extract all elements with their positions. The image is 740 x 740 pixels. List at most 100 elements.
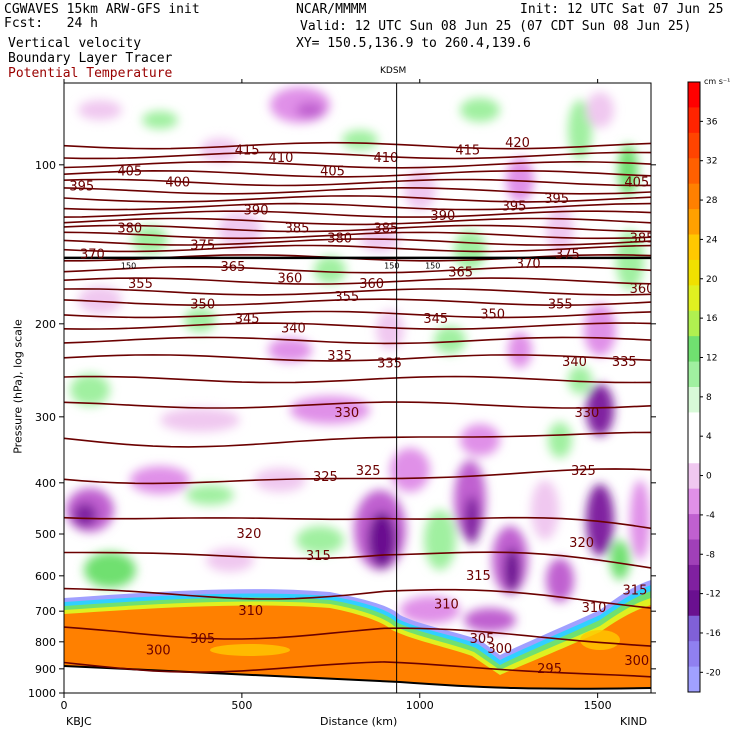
theta-contour: [64, 277, 651, 285]
theta-contour: [64, 661, 651, 678]
theta-contour: [64, 322, 651, 330]
forecast-label: Fcst: 24 h: [4, 17, 98, 31]
left-station-label: KBJC: [66, 715, 92, 728]
theta-label: 400: [165, 175, 190, 190]
theta-contour: [64, 224, 651, 233]
theta-label: 325: [313, 470, 338, 485]
theta-label: 385: [374, 222, 399, 237]
theta-label: 330: [334, 406, 359, 421]
theta-label: 345: [235, 312, 260, 327]
x-tick-label: 1500: [584, 699, 612, 712]
colorbar-swatch: [688, 564, 700, 591]
theta-label: 360: [359, 277, 384, 292]
theta-label: 355: [128, 277, 153, 292]
theta-label: 315: [466, 569, 491, 584]
theta-contour: [64, 160, 651, 169]
theta-label: 325: [571, 464, 596, 479]
theta-label: 385: [630, 232, 655, 247]
colorbar-swatch: [688, 82, 700, 108]
colorbar-tick-label: 16: [706, 314, 718, 324]
y-tick-label: 300: [35, 411, 56, 424]
theta-label: 350: [480, 307, 505, 322]
theta-label: 300: [487, 642, 512, 657]
theta-label: 305: [190, 632, 215, 647]
theta-label: 405: [624, 175, 649, 190]
y-tick-label: 900: [35, 663, 56, 676]
theta-contour: [64, 266, 651, 274]
colorbar-swatch: [688, 437, 700, 464]
theta-contour: [64, 310, 651, 319]
colorbar-swatch: [688, 539, 700, 566]
x-tick-label: 0: [61, 699, 68, 712]
theta-contour: [64, 298, 651, 307]
colorbar-tick-label: 36: [706, 117, 718, 127]
cross-section-xy: XY= 150.5,136.9 to 260.4,139.6: [296, 36, 531, 51]
theta-label: 340: [281, 321, 306, 336]
fcst-label: Fcst:: [4, 16, 44, 31]
colorbar-swatch: [688, 387, 700, 413]
tropopause-label: 150: [121, 261, 136, 270]
colorbar-tick-label: -16: [706, 629, 721, 639]
theta-label: 380: [327, 232, 352, 247]
right-station-label: KIND: [620, 715, 648, 728]
colorbar-swatch: [688, 132, 700, 159]
y-axis-label: Pressure (hPa), log scale: [11, 319, 25, 454]
theta-label: 385: [285, 222, 310, 237]
colorbar-tick-label: -20: [706, 668, 721, 678]
theta-label: 360: [277, 271, 302, 286]
theta-label: 335: [327, 349, 352, 364]
theta-contour: [64, 587, 651, 609]
theta-label: 320: [569, 536, 594, 551]
colorbar-tick-label: 24: [706, 235, 718, 245]
colorbar-tick-label: 0: [706, 472, 712, 482]
field-potential-temperature: Potential Temperature: [8, 66, 173, 81]
theta-label: 415: [455, 144, 480, 159]
field-vertical-velocity: Vertical velocity: [8, 36, 142, 51]
theta-contour: [64, 288, 651, 296]
colorbar-swatch: [688, 666, 700, 693]
colorbar-tick-label: 4: [706, 432, 712, 442]
theta-contours: [64, 141, 651, 678]
kdsm-label: KDSM: [380, 66, 407, 76]
colorbar-swatch: [688, 107, 700, 134]
theta-label: 340: [562, 355, 587, 370]
y-tick-label: 1000: [28, 687, 56, 700]
theta-contour: [64, 217, 651, 226]
theta-label: 315: [306, 549, 331, 564]
theta-label: 375: [190, 238, 215, 253]
theta-contour: [64, 354, 651, 362]
y-tick-label: 500: [35, 528, 56, 541]
theta-contour: [64, 202, 651, 211]
theta-label: 390: [244, 203, 269, 218]
theta-label: 380: [117, 222, 142, 237]
theta-labels: 395 405 400 415 410 405 410 415 420 390 385 380 385 3…: [69, 136, 655, 677]
theta-label: 410: [374, 151, 399, 166]
y-tick-label: 700: [35, 605, 56, 618]
theta-contour: [64, 151, 651, 160]
theta-label: 365: [448, 266, 473, 281]
velocity-field: [66, 87, 650, 632]
theta-contour: [64, 244, 651, 253]
theta-contour: [64, 516, 651, 530]
colorbar-tick-label: 28: [706, 196, 718, 206]
colorbar-swatch: [688, 615, 700, 642]
theta-label: 370: [80, 248, 105, 263]
colorbar-swatch: [688, 412, 700, 439]
colorbar-swatch: [688, 361, 700, 388]
theta-contour: [64, 468, 651, 485]
fcst-value: 24 h: [66, 16, 98, 31]
theta-contour: [64, 141, 651, 150]
terrain: [64, 666, 651, 693]
theta-label: 310: [582, 601, 607, 616]
y-tick-label: 100: [35, 159, 56, 172]
theta-label: 355: [548, 298, 573, 313]
theta-label: 300: [146, 643, 171, 658]
theta-label: 405: [117, 165, 142, 180]
theta-label: 330: [575, 406, 600, 421]
colorbar-tick-label: 20: [706, 275, 718, 285]
theta-contour: [64, 401, 651, 409]
colorbar-unit: cm s⁻¹: [704, 77, 731, 86]
colorbar-swatch: [688, 310, 700, 337]
theta-label: 415: [235, 144, 260, 159]
